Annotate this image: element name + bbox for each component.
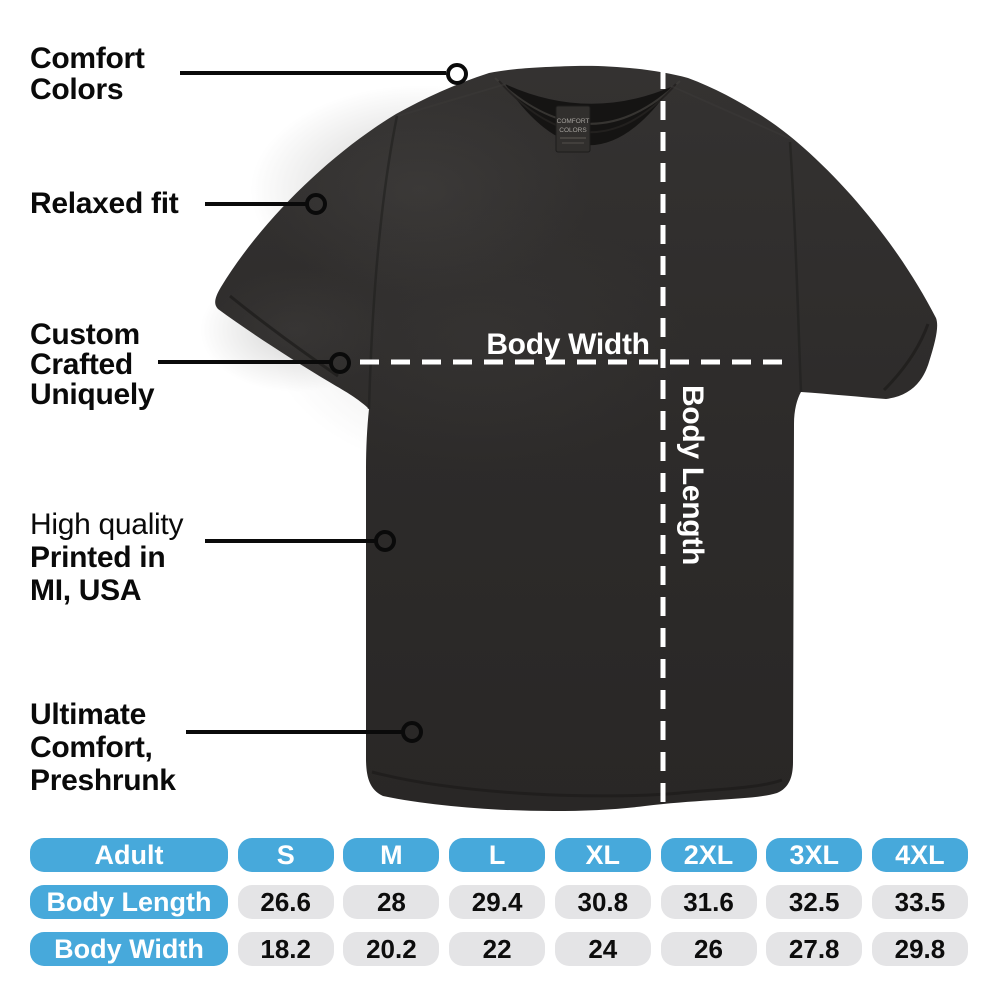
callout-dot <box>329 352 351 374</box>
callout-line <box>158 360 330 364</box>
callout-dot <box>374 530 396 552</box>
callout-line <box>180 71 446 75</box>
bottom-hem-seam <box>371 770 783 798</box>
callout-text: Custom <box>30 318 140 351</box>
callout-custom-crafted: Custom Crafted Uniquely <box>30 318 155 411</box>
table-row-label: Body Width <box>30 932 228 966</box>
table-value-cell: 31.6 <box>660 885 757 919</box>
callout-text: MI, USA <box>30 574 142 607</box>
size-table-row-body-width: Body Width 18.2 20.2 22 24 26 27.8 29.8 <box>30 932 968 966</box>
size-table-row-body-length: Body Length 26.6 28 29.4 30.8 31.6 32.5 … <box>30 885 968 919</box>
callout-line <box>205 539 375 543</box>
body-length-label: Body Length <box>676 385 709 566</box>
size-table-header-row: Adult S M L XL 2XL 3XL 4XL <box>30 838 968 872</box>
table-value-cell: 33.5 <box>871 885 968 919</box>
body-width-label: Body Width <box>486 328 650 361</box>
table-value-cell: 22 <box>449 932 546 966</box>
callout-text: High quality <box>30 508 184 541</box>
table-header-cell: M <box>343 838 440 872</box>
callout-ultimate-comfort: Ultimate Comfort, Preshrunk <box>30 698 176 797</box>
left-shoulder-seam <box>397 83 507 117</box>
table-value-cell: 29.4 <box>449 885 546 919</box>
table-header-cell: XL <box>554 838 651 872</box>
left-armhole-seam <box>367 115 399 410</box>
table-value-cell: 26 <box>660 932 757 966</box>
left-sleeve-hem-seam <box>229 294 339 378</box>
table-header-cell: Adult <box>30 838 228 872</box>
callout-comfort-colors: Comfort Colors <box>30 43 145 105</box>
callout-dot <box>305 193 327 215</box>
table-value-cell: 28 <box>343 885 440 919</box>
table-value-cell: 32.5 <box>766 885 863 919</box>
callout-line <box>186 730 402 734</box>
callout-text: Crafted <box>30 348 133 381</box>
callout-dot <box>401 721 423 743</box>
sleeve-highlight <box>200 268 390 392</box>
callout-text: Printed in <box>30 541 166 574</box>
table-header-cell: S <box>237 838 334 872</box>
table-value-cell: 30.8 <box>554 885 651 919</box>
brand-tag-line1: COMFORT <box>557 118 590 125</box>
table-value-cell: 27.8 <box>766 932 863 966</box>
right-sleeve-hem-seam <box>882 323 930 392</box>
table-value-cell: 24 <box>554 932 651 966</box>
callout-text: Preshrunk <box>30 764 176 797</box>
table-header-cell: 3XL <box>766 838 863 872</box>
table-header-cell: L <box>449 838 546 872</box>
callout-dot <box>446 63 468 85</box>
callout-text: Comfort, <box>30 731 153 764</box>
table-value-cell: 18.2 <box>237 932 334 966</box>
callout-text: Uniquely <box>30 378 155 411</box>
callout-text: Relaxed fit <box>30 187 179 220</box>
table-value-cell: 29.8 <box>871 932 968 966</box>
brand-tag-line2: COLORS <box>559 127 587 134</box>
brand-tag: COMFORT COLORS <box>555 105 591 153</box>
callout-high-quality: High quality Printed in MI, USA <box>30 508 183 607</box>
right-shoulder-seam <box>670 85 794 141</box>
table-header-cell: 4XL <box>871 838 968 872</box>
callout-relaxed-fit: Relaxed fit <box>30 187 179 220</box>
table-header-cell: 2XL <box>660 838 757 872</box>
callout-text: Ultimate <box>30 698 146 731</box>
right-armhole-seam <box>788 141 803 393</box>
callout-text: Colors <box>30 73 124 106</box>
table-row-label: Body Length <box>30 885 228 919</box>
table-value-cell: 26.6 <box>237 885 334 919</box>
table-value-cell: 20.2 <box>343 932 440 966</box>
callout-line <box>205 202 306 206</box>
callout-text: Comfort <box>30 42 145 75</box>
